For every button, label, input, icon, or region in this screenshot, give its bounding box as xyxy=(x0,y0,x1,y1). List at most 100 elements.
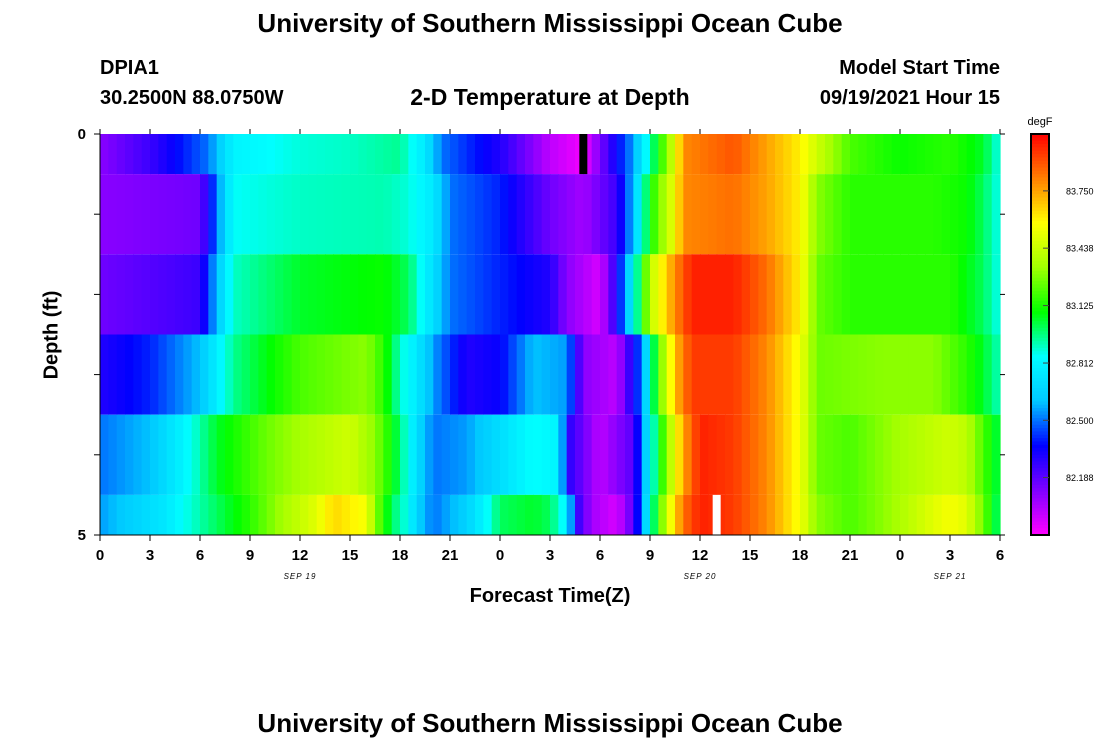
heatmap-cell xyxy=(125,174,134,255)
colorbar-segment xyxy=(1031,431,1049,436)
heatmap-cell xyxy=(516,494,526,535)
heatmap-cell xyxy=(925,494,934,535)
heatmap-cell xyxy=(633,414,643,495)
heatmap-cell xyxy=(533,334,543,415)
heatmap-cell xyxy=(358,134,368,175)
heatmap-cell xyxy=(733,494,743,535)
heatmap-cell xyxy=(216,334,226,415)
heatmap-cell xyxy=(675,494,684,535)
heatmap-cell xyxy=(350,494,359,535)
heatmap-cell xyxy=(625,174,634,255)
heatmap-cell xyxy=(366,134,376,175)
colorbar-segment xyxy=(1031,294,1049,299)
heatmap-cell xyxy=(175,174,184,255)
heatmap-cell xyxy=(766,174,776,255)
heatmap-cell xyxy=(983,494,993,535)
heatmap-cell xyxy=(533,414,543,495)
colorbar-segment xyxy=(1031,468,1049,473)
heatmap-cell xyxy=(900,174,909,255)
colorbar-segment xyxy=(1031,491,1049,496)
heatmap-cell xyxy=(808,494,818,535)
heatmap-cell xyxy=(416,134,426,175)
heatmap-cell xyxy=(200,174,209,255)
heatmap-cell xyxy=(800,334,809,415)
colorbar-segment xyxy=(1031,291,1049,295)
heatmap-cell xyxy=(933,254,943,335)
heatmap-cell xyxy=(100,254,109,335)
heatmap-cell xyxy=(416,254,426,335)
heatmap-cell xyxy=(116,334,126,415)
heatmap-cell xyxy=(750,134,759,175)
heatmap-cell xyxy=(475,254,484,335)
heatmap-cell xyxy=(233,334,243,415)
heatmap-cell xyxy=(366,334,376,415)
colorbar-segment xyxy=(1031,260,1049,265)
heatmap-cell xyxy=(791,254,801,335)
heatmap-cell xyxy=(700,174,709,255)
heatmap-cell xyxy=(566,254,576,335)
heatmap-cell xyxy=(383,334,393,415)
heatmap-cell xyxy=(633,334,643,415)
colorbar-segment xyxy=(1031,441,1049,446)
heatmap-cell xyxy=(908,494,918,535)
heatmap-cell xyxy=(283,414,293,495)
heatmap-cell xyxy=(666,174,676,255)
colorbar-segment xyxy=(1031,504,1049,509)
heatmap-cell xyxy=(516,134,526,175)
heatmap-cell xyxy=(566,174,576,255)
heatmap-cell xyxy=(350,334,359,415)
heatmap-cell xyxy=(550,494,559,535)
heatmap-cell xyxy=(191,254,201,335)
heatmap-cell xyxy=(466,334,476,415)
colorbar-segment xyxy=(1031,384,1049,389)
heatmap-cell xyxy=(383,174,393,255)
heatmap-cell xyxy=(250,254,259,335)
colorbar-segment xyxy=(1031,247,1049,252)
heatmap-cell xyxy=(358,494,368,535)
heatmap-cell xyxy=(150,334,159,415)
heatmap-cell xyxy=(158,334,168,415)
heatmap-cell xyxy=(783,494,793,535)
heatmap-cell xyxy=(591,254,601,335)
heatmap-cell xyxy=(125,334,134,415)
heatmap-cell xyxy=(583,174,593,255)
heatmap-cell xyxy=(958,494,968,535)
heatmap-cell xyxy=(658,254,668,335)
heatmap-cell xyxy=(566,334,576,415)
heatmap-cell xyxy=(450,254,459,335)
heatmap-cell xyxy=(450,494,459,535)
heatmap-cell xyxy=(183,254,193,335)
colorbar-segment xyxy=(1031,481,1049,486)
heatmap-cell xyxy=(841,174,851,255)
heatmap-cell xyxy=(258,494,268,535)
heatmap-cell xyxy=(108,254,118,335)
heatmap-cell xyxy=(858,414,868,495)
heatmap-cell xyxy=(541,494,551,535)
colorbar-segment xyxy=(1031,227,1049,232)
heatmap-cell xyxy=(591,134,601,175)
colorbar-tick-label: 83.438 xyxy=(1066,244,1094,254)
heatmap-cell xyxy=(966,334,976,415)
colorbar-segment xyxy=(1031,351,1049,356)
heatmap-cell xyxy=(658,494,668,535)
heatmap-cell xyxy=(658,414,668,495)
heatmap-cell xyxy=(725,254,734,335)
colorbar-segment xyxy=(1031,167,1049,172)
x-axis-label: Forecast Time(Z) xyxy=(469,585,631,607)
heatmap-cell xyxy=(333,134,343,175)
heatmap-cell xyxy=(408,334,418,415)
colorbar-tick-label: 82.500 xyxy=(1066,416,1094,426)
colorbar-segment xyxy=(1031,304,1049,309)
colorbar-segment xyxy=(1031,451,1049,456)
heatmap-cell xyxy=(166,174,176,255)
heatmap-cell xyxy=(975,414,984,495)
colorbar-segment xyxy=(1031,428,1049,433)
heatmap-cell xyxy=(866,254,876,335)
heatmap-cell xyxy=(625,414,634,495)
heatmap-cell xyxy=(833,134,843,175)
heatmap-cell xyxy=(700,334,709,415)
heatmap-cell xyxy=(741,494,751,535)
heatmap-cell xyxy=(950,134,959,175)
heatmap-cell xyxy=(616,414,626,495)
